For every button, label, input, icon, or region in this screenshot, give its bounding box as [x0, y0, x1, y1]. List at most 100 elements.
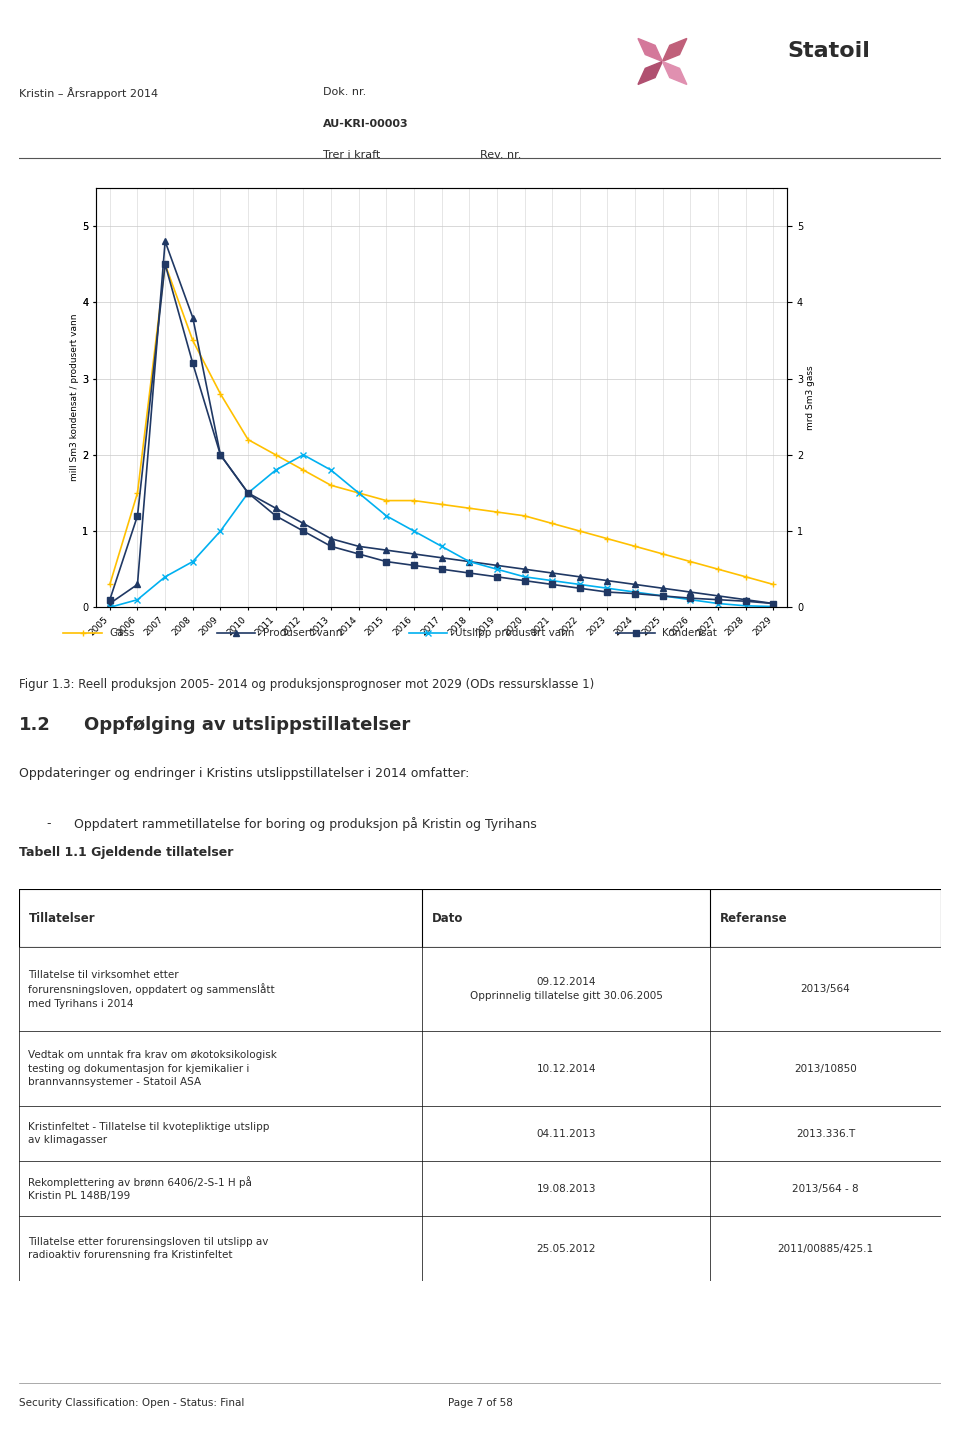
Utslipp produsert vann: [574, 576, 586, 593]
Text: Tabell 1.1 Gjeldende tillatelser: Tabell 1.1 Gjeldende tillatelser: [19, 846, 233, 859]
Utslipp produsert vann: [546, 573, 558, 590]
Text: Oppdatert rammetillatelse for boring og produksjon på Kristin og Tyrihans: Oppdatert rammetillatelse for boring og …: [75, 817, 538, 830]
Kondensat: [712, 591, 724, 609]
Gass: [104, 576, 115, 593]
Produsert vann: [242, 484, 253, 502]
Produsert vann: [159, 233, 171, 250]
Kondensat: [380, 552, 392, 570]
Utslipp produsert vann: [464, 552, 475, 570]
Text: Tillatelser: Tillatelser: [29, 912, 95, 924]
Gass: [436, 496, 447, 513]
Kondensat: [768, 594, 780, 612]
Utslipp produsert vann: [602, 580, 613, 597]
Text: Page 7 of 58: Page 7 of 58: [447, 1398, 513, 1407]
Gass: [380, 492, 392, 509]
Gass: [298, 461, 309, 479]
Gass: [132, 484, 143, 502]
Produsert vann: [546, 564, 558, 581]
Gass: [242, 431, 253, 448]
Gass: [684, 552, 696, 570]
Kondensat: [408, 557, 420, 574]
Text: Rev. nr.: Rev. nr.: [480, 150, 521, 161]
Utslipp produsert vann: [684, 591, 696, 609]
Produsert vann: [325, 531, 337, 548]
Kondensat: [464, 564, 475, 581]
Polygon shape: [638, 39, 662, 61]
Utslipp produsert vann: [380, 508, 392, 525]
Gass: [492, 503, 503, 521]
Utslipp produsert vann: [104, 599, 115, 616]
Gass: [408, 492, 420, 509]
Text: Vedtak om unntak fra krav om økotoksikologisk
testing og dokumentasjon for kjemi: Vedtak om unntak fra krav om økotoksikol…: [29, 1050, 277, 1087]
Text: Tillatelse etter forurensingsloven til utslipp av
radioaktiv forurensning fra Kr: Tillatelse etter forurensingsloven til u…: [29, 1236, 269, 1261]
Utslipp produsert vann: [242, 484, 253, 502]
Kondensat: [546, 576, 558, 593]
Text: Dok. nr.: Dok. nr.: [324, 87, 367, 97]
Text: 19.08.2013: 19.08.2013: [537, 1184, 596, 1193]
Text: Dato: Dato: [432, 912, 463, 924]
Text: 2013/564 - 8: 2013/564 - 8: [792, 1184, 859, 1193]
Text: Utslipp produsert vann: Utslipp produsert vann: [455, 628, 574, 638]
Produsert vann: [630, 576, 641, 593]
Text: -: -: [47, 817, 51, 830]
Produsert vann: [408, 545, 420, 562]
Text: Security Classification: Open - Status: Final: Security Classification: Open - Status: …: [19, 1398, 245, 1407]
Gass: [768, 576, 780, 593]
Kondensat: [574, 580, 586, 597]
Line: Produsert vann: Produsert vann: [108, 239, 776, 606]
Gass: [518, 508, 530, 525]
Kondensat: [630, 586, 641, 603]
Utslipp produsert vann: [768, 597, 780, 615]
Gass: [657, 545, 668, 562]
Utslipp produsert vann: [408, 522, 420, 539]
Utslipp produsert vann: [159, 568, 171, 586]
Gass: [187, 331, 199, 348]
Kondensat: [104, 591, 115, 609]
Text: 2011/00885/425.1: 2011/00885/425.1: [778, 1244, 874, 1254]
Line: Kondensat: Kondensat: [108, 262, 776, 606]
Utslipp produsert vann: [298, 447, 309, 464]
Utslipp produsert vann: [630, 583, 641, 600]
Utslipp produsert vann: [657, 587, 668, 604]
Text: Trer i kraft: Trer i kraft: [324, 150, 380, 161]
Utslipp produsert vann: [712, 594, 724, 612]
Kondensat: [159, 256, 171, 273]
Produsert vann: [104, 594, 115, 612]
Produsert vann: [712, 587, 724, 604]
Text: 10.12.2014: 10.12.2014: [537, 1064, 596, 1073]
Utslipp produsert vann: [436, 538, 447, 555]
Line: Gass: Gass: [108, 262, 776, 587]
Text: Tillatelse til virksomhet etter
forurensningsloven, oppdatert og sammenslått
med: Tillatelse til virksomhet etter forurens…: [29, 969, 276, 1009]
Kondensat: [270, 508, 281, 525]
Text: Rekomplettering av brønn 6406/2-S-1 H på
Kristin PL 148B/199: Rekomplettering av brønn 6406/2-S-1 H på…: [29, 1176, 252, 1202]
Produsert vann: [298, 515, 309, 532]
Produsert vann: [187, 309, 199, 327]
Gass: [270, 447, 281, 464]
Utslipp produsert vann: [740, 597, 752, 615]
Text: Kristinfeltet - Tillatelse til kvotepliktige utslipp
av klimagasser: Kristinfeltet - Tillatelse til kvoteplik…: [29, 1122, 270, 1145]
Utslipp produsert vann: [215, 522, 227, 539]
Text: 2013/10850: 2013/10850: [794, 1064, 857, 1073]
Polygon shape: [662, 39, 686, 61]
Gass: [353, 484, 365, 502]
Text: Statoil: Statoil: [788, 40, 871, 61]
Text: Kondensat: Kondensat: [662, 628, 717, 638]
Text: Oppfølging av utslippstillatelser: Oppfølging av utslippstillatelser: [84, 716, 410, 733]
Produsert vann: [518, 561, 530, 578]
Gass: [159, 256, 171, 273]
Produsert vann: [436, 549, 447, 567]
Utslipp produsert vann: [492, 561, 503, 578]
Text: 09.12.2014
Opprinnelig tillatelse gitt 30.06.2005: 09.12.2014 Opprinnelig tillatelse gitt 3…: [470, 977, 662, 1001]
Produsert vann: [574, 568, 586, 586]
Kondensat: [518, 573, 530, 590]
Gass: [602, 531, 613, 548]
Produsert vann: [270, 499, 281, 516]
Utslipp produsert vann: [325, 461, 337, 479]
Kondensat: [325, 538, 337, 555]
Text: 2013.336.T: 2013.336.T: [796, 1129, 855, 1138]
Text: AU-KRI-00003: AU-KRI-00003: [324, 119, 409, 129]
Text: Oppdateringer og endringer i Kristins utslippstillatelser i 2014 omfatter:: Oppdateringer og endringer i Kristins ut…: [19, 768, 469, 781]
Text: Kristin – Årsrapport 2014: Kristin – Årsrapport 2014: [19, 87, 158, 98]
Produsert vann: [464, 552, 475, 570]
Utslipp produsert vann: [518, 568, 530, 586]
